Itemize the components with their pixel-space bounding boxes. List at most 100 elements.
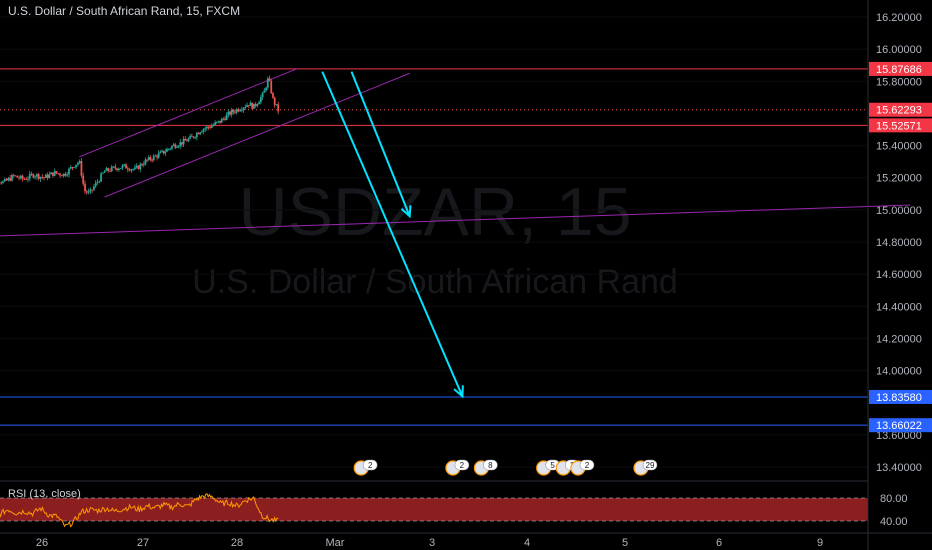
candle-body bbox=[246, 105, 248, 107]
candle-body bbox=[71, 167, 74, 168]
forecast-arrow-head bbox=[400, 205, 412, 219]
event-marker-badge bbox=[483, 459, 498, 471]
price-tick-label: 16.20000 bbox=[876, 12, 922, 24]
candle-body bbox=[263, 90, 266, 93]
event-marker-count: 8 bbox=[488, 461, 493, 470]
candle-body bbox=[194, 137, 197, 138]
candle-body bbox=[176, 147, 178, 148]
grid bbox=[0, 16, 868, 468]
forecast-arrow-head bbox=[453, 385, 464, 399]
candle-body bbox=[171, 145, 173, 149]
time-tick-label: 4 bbox=[524, 537, 530, 549]
candle-body bbox=[18, 177, 20, 179]
event-marker-count: 2 bbox=[585, 461, 590, 470]
candle-body bbox=[84, 183, 86, 192]
candle-body bbox=[229, 111, 231, 115]
candle-body bbox=[37, 174, 40, 179]
candle-body bbox=[227, 111, 230, 115]
time-tick-label: 26 bbox=[36, 537, 48, 549]
candle-body bbox=[172, 144, 175, 146]
price-tick-label: 13.60000 bbox=[876, 430, 922, 442]
price-tick-label: 16.00000 bbox=[876, 44, 922, 56]
rsi-pane bbox=[0, 492, 868, 528]
candle-body bbox=[126, 168, 129, 170]
candle-body bbox=[200, 131, 203, 133]
candle-body bbox=[116, 168, 118, 171]
candle-body bbox=[46, 174, 49, 178]
candle-body bbox=[9, 177, 12, 181]
horizontal-levels bbox=[0, 68, 868, 426]
candle-body bbox=[117, 168, 120, 171]
candle-body bbox=[199, 132, 202, 135]
candle-body bbox=[64, 173, 67, 176]
candle-body bbox=[80, 161, 83, 176]
candle-body bbox=[139, 164, 142, 170]
time-tick-label: 6 bbox=[716, 537, 722, 549]
candle-body bbox=[109, 170, 111, 172]
candle-body bbox=[266, 78, 269, 88]
event-marker-count: 5 bbox=[550, 461, 555, 470]
watermark-ticker: USDZAR, 15 bbox=[239, 174, 632, 250]
candle-body bbox=[258, 102, 261, 105]
candle-body bbox=[2, 181, 4, 184]
candle-body bbox=[78, 161, 81, 163]
candle-body bbox=[184, 139, 187, 141]
candle-body bbox=[114, 166, 117, 169]
candle-body bbox=[261, 92, 264, 98]
candle-body bbox=[73, 167, 76, 169]
candle-body bbox=[52, 172, 54, 176]
price-label-box bbox=[869, 118, 932, 133]
rsi-label: RSI (13, close) bbox=[8, 488, 81, 500]
candle-body bbox=[154, 155, 157, 157]
price-label: 15.87686 bbox=[876, 64, 922, 76]
time-tick-label: 9 bbox=[817, 537, 823, 549]
candle-body bbox=[85, 191, 88, 193]
price-label-box bbox=[869, 61, 932, 76]
candle-body bbox=[212, 124, 215, 126]
time-tick-label: 5 bbox=[622, 537, 628, 549]
candle-body bbox=[192, 136, 195, 138]
price-tick-label: 15.80000 bbox=[876, 76, 922, 88]
candle-body bbox=[137, 165, 140, 170]
candle-body bbox=[204, 128, 207, 130]
price-label: 15.52571 bbox=[876, 120, 922, 132]
candle-body bbox=[265, 87, 267, 91]
symbol-title: U.S. Dollar / South African Rand, 15, FX… bbox=[8, 4, 241, 18]
candle-body bbox=[239, 110, 242, 112]
price-tick-label: 14.20000 bbox=[876, 333, 922, 345]
candle-body bbox=[141, 164, 143, 166]
candle-body bbox=[62, 173, 65, 177]
candle-body bbox=[44, 174, 47, 178]
rsi-line bbox=[0, 492, 279, 528]
candle-body bbox=[39, 176, 42, 179]
candle-body bbox=[34, 176, 37, 178]
candle-body bbox=[119, 168, 122, 169]
rsi-axis-label: 80.00 bbox=[880, 493, 908, 505]
candle-body bbox=[209, 127, 212, 129]
candle-body bbox=[55, 171, 58, 174]
time-axis[interactable]: 26 27 28 Mar 3 4 5 6 9 bbox=[36, 537, 823, 549]
candle-body bbox=[187, 138, 190, 142]
event-markers[interactable]: 22852229 bbox=[353, 459, 658, 476]
candle-body bbox=[68, 168, 70, 175]
price-label: 15.62293 bbox=[876, 105, 922, 117]
candle-body bbox=[197, 133, 200, 135]
candle-body bbox=[270, 80, 273, 94]
candle-body bbox=[28, 173, 31, 179]
candle-body bbox=[181, 142, 183, 145]
candle-body bbox=[234, 111, 236, 113]
candles bbox=[0, 75, 280, 195]
candle-body bbox=[35, 174, 38, 177]
candle-body bbox=[91, 189, 94, 191]
candle-body bbox=[161, 150, 163, 152]
time-tick-label: 28 bbox=[231, 537, 243, 549]
candle-body bbox=[69, 167, 72, 169]
candle-body bbox=[125, 164, 127, 169]
candle-body bbox=[237, 109, 240, 112]
candle-body bbox=[275, 104, 278, 106]
forecast-arrow bbox=[321, 71, 464, 397]
channel-upper-line bbox=[79, 67, 298, 158]
candle-body bbox=[128, 169, 131, 171]
